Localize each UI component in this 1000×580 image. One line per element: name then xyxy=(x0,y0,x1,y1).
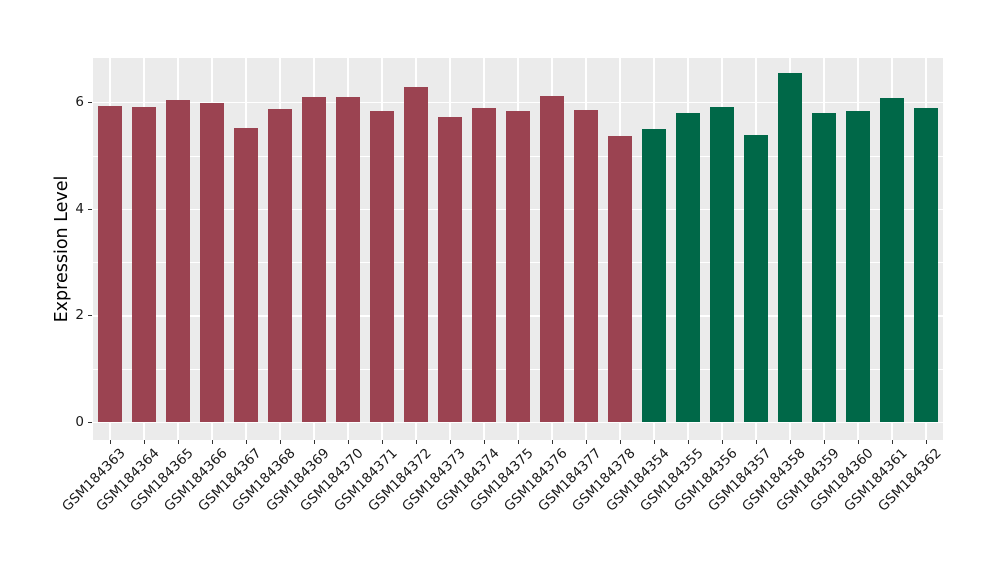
x-tick-mark xyxy=(755,440,757,444)
x-tick-mark xyxy=(415,440,417,444)
bar xyxy=(98,105,122,423)
bar xyxy=(370,110,394,423)
x-tick-mark xyxy=(517,440,519,444)
bar xyxy=(404,86,428,423)
bar xyxy=(336,97,360,423)
bar xyxy=(166,100,190,423)
bar xyxy=(200,102,224,423)
y-tick-label: 2 xyxy=(75,307,84,324)
bar xyxy=(574,109,598,423)
bar xyxy=(472,108,496,423)
bar xyxy=(846,110,870,423)
bar xyxy=(268,108,292,423)
bar xyxy=(914,107,938,423)
x-tick-mark xyxy=(823,440,825,444)
bar xyxy=(302,97,326,423)
bar xyxy=(506,110,530,423)
x-tick-mark xyxy=(245,440,247,444)
x-tick-mark xyxy=(449,440,451,444)
bar xyxy=(234,127,258,423)
x-tick-mark xyxy=(551,440,553,444)
x-tick-mark xyxy=(925,440,927,444)
x-tick-mark xyxy=(177,440,179,444)
y-tick-label: 6 xyxy=(75,94,84,110)
y-tick-mark xyxy=(88,208,92,210)
x-tick-mark xyxy=(381,440,383,444)
bar xyxy=(676,113,700,423)
x-tick-mark xyxy=(483,440,485,444)
y-tick-mark xyxy=(88,315,92,317)
y-tick-label: 0 xyxy=(75,413,84,430)
bar xyxy=(608,136,632,423)
bar xyxy=(540,95,564,423)
y-tick-label: 4 xyxy=(75,200,84,217)
x-tick-mark xyxy=(789,440,791,444)
bar xyxy=(438,116,462,423)
plot-area xyxy=(93,58,943,440)
x-tick-mark xyxy=(585,440,587,444)
gridline-major xyxy=(93,102,943,104)
x-tick-mark xyxy=(721,440,723,444)
bar xyxy=(132,107,156,423)
x-tick-mark xyxy=(313,440,315,444)
x-tick-mark xyxy=(279,440,281,444)
bar xyxy=(744,134,768,423)
x-tick-mark xyxy=(857,440,859,444)
x-tick-mark xyxy=(653,440,655,444)
x-tick-mark xyxy=(347,440,349,444)
bar xyxy=(710,107,734,423)
bar xyxy=(642,128,666,423)
x-tick-mark xyxy=(891,440,893,444)
y-tick-mark xyxy=(88,421,92,423)
x-tick-mark xyxy=(109,440,111,444)
x-tick-mark xyxy=(143,440,145,444)
x-tick-mark xyxy=(211,440,213,444)
x-tick-mark xyxy=(687,440,689,444)
bar xyxy=(778,73,802,423)
bar xyxy=(880,98,904,423)
y-axis-title: Expression Level xyxy=(52,175,72,323)
x-tick-mark xyxy=(619,440,621,444)
y-tick-mark xyxy=(88,102,92,104)
bar xyxy=(812,113,836,423)
